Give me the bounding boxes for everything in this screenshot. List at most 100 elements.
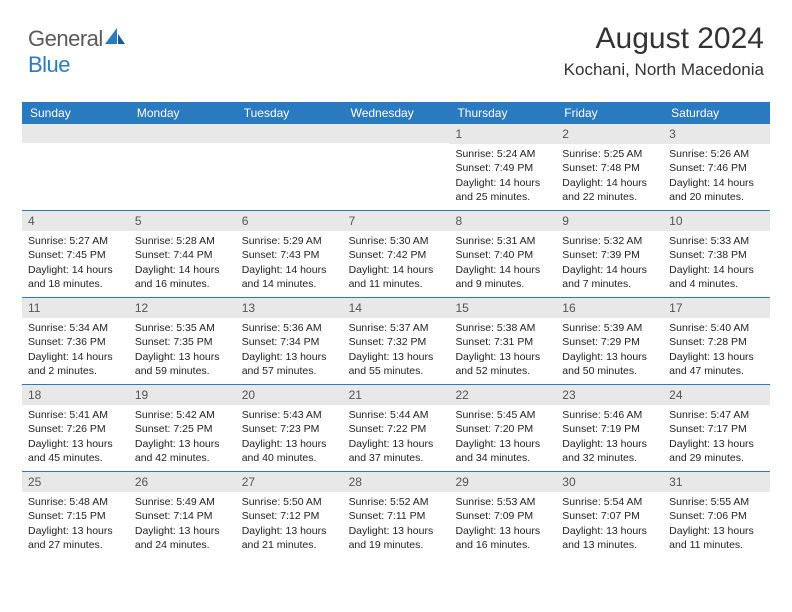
day-number: 18 bbox=[22, 385, 129, 405]
day-details: Sunrise: 5:38 AMSunset: 7:31 PMDaylight:… bbox=[449, 318, 556, 382]
day-details: Sunrise: 5:34 AMSunset: 7:36 PMDaylight:… bbox=[22, 318, 129, 382]
day-cell: 29Sunrise: 5:53 AMSunset: 7:09 PMDayligh… bbox=[449, 472, 556, 558]
day-cell: 1Sunrise: 5:24 AMSunset: 7:49 PMDaylight… bbox=[449, 124, 556, 210]
day-cell bbox=[343, 124, 450, 210]
day-details: Sunrise: 5:37 AMSunset: 7:32 PMDaylight:… bbox=[343, 318, 450, 382]
day-details: Sunrise: 5:48 AMSunset: 7:15 PMDaylight:… bbox=[22, 492, 129, 556]
day-details: Sunrise: 5:44 AMSunset: 7:22 PMDaylight:… bbox=[343, 405, 450, 469]
day-cell bbox=[236, 124, 343, 210]
page-header: August 2024 Kochani, North Macedonia bbox=[564, 22, 764, 80]
day-number: 9 bbox=[556, 211, 663, 231]
day-details: Sunrise: 5:54 AMSunset: 7:07 PMDaylight:… bbox=[556, 492, 663, 556]
week-row: 11Sunrise: 5:34 AMSunset: 7:36 PMDayligh… bbox=[22, 297, 770, 384]
day-cell: 21Sunrise: 5:44 AMSunset: 7:22 PMDayligh… bbox=[343, 385, 450, 471]
day-cell: 14Sunrise: 5:37 AMSunset: 7:32 PMDayligh… bbox=[343, 298, 450, 384]
day-details: Sunrise: 5:27 AMSunset: 7:45 PMDaylight:… bbox=[22, 231, 129, 295]
day-header: Sunday bbox=[22, 102, 129, 124]
weeks-container: 1Sunrise: 5:24 AMSunset: 7:49 PMDaylight… bbox=[22, 124, 770, 558]
brand-name-a: General bbox=[28, 26, 103, 51]
day-number: 23 bbox=[556, 385, 663, 405]
day-details: Sunrise: 5:42 AMSunset: 7:25 PMDaylight:… bbox=[129, 405, 236, 469]
day-number: 15 bbox=[449, 298, 556, 318]
day-details: Sunrise: 5:45 AMSunset: 7:20 PMDaylight:… bbox=[449, 405, 556, 469]
day-number: 3 bbox=[663, 124, 770, 144]
day-header: Wednesday bbox=[343, 102, 450, 124]
day-cell: 3Sunrise: 5:26 AMSunset: 7:46 PMDaylight… bbox=[663, 124, 770, 210]
day-number: 8 bbox=[449, 211, 556, 231]
day-number: 25 bbox=[22, 472, 129, 492]
day-details: Sunrise: 5:32 AMSunset: 7:39 PMDaylight:… bbox=[556, 231, 663, 295]
day-header: Monday bbox=[129, 102, 236, 124]
day-details: Sunrise: 5:30 AMSunset: 7:42 PMDaylight:… bbox=[343, 231, 450, 295]
day-cell: 23Sunrise: 5:46 AMSunset: 7:19 PMDayligh… bbox=[556, 385, 663, 471]
day-cell: 12Sunrise: 5:35 AMSunset: 7:35 PMDayligh… bbox=[129, 298, 236, 384]
day-cell: 16Sunrise: 5:39 AMSunset: 7:29 PMDayligh… bbox=[556, 298, 663, 384]
day-number: 2 bbox=[556, 124, 663, 144]
day-number: 24 bbox=[663, 385, 770, 405]
day-number: 16 bbox=[556, 298, 663, 318]
week-row: 18Sunrise: 5:41 AMSunset: 7:26 PMDayligh… bbox=[22, 384, 770, 471]
day-details: Sunrise: 5:33 AMSunset: 7:38 PMDaylight:… bbox=[663, 231, 770, 295]
day-cell: 7Sunrise: 5:30 AMSunset: 7:42 PMDaylight… bbox=[343, 211, 450, 297]
day-number bbox=[22, 124, 129, 143]
day-number: 13 bbox=[236, 298, 343, 318]
location-label: Kochani, North Macedonia bbox=[564, 60, 764, 80]
day-number: 12 bbox=[129, 298, 236, 318]
day-number: 7 bbox=[343, 211, 450, 231]
day-cell: 27Sunrise: 5:50 AMSunset: 7:12 PMDayligh… bbox=[236, 472, 343, 558]
day-cell: 2Sunrise: 5:25 AMSunset: 7:48 PMDaylight… bbox=[556, 124, 663, 210]
day-cell: 20Sunrise: 5:43 AMSunset: 7:23 PMDayligh… bbox=[236, 385, 343, 471]
day-cell: 22Sunrise: 5:45 AMSunset: 7:20 PMDayligh… bbox=[449, 385, 556, 471]
day-cell: 28Sunrise: 5:52 AMSunset: 7:11 PMDayligh… bbox=[343, 472, 450, 558]
day-number: 5 bbox=[129, 211, 236, 231]
day-details: Sunrise: 5:52 AMSunset: 7:11 PMDaylight:… bbox=[343, 492, 450, 556]
day-details: Sunrise: 5:25 AMSunset: 7:48 PMDaylight:… bbox=[556, 144, 663, 208]
day-number: 30 bbox=[556, 472, 663, 492]
day-cell: 13Sunrise: 5:36 AMSunset: 7:34 PMDayligh… bbox=[236, 298, 343, 384]
day-cell: 6Sunrise: 5:29 AMSunset: 7:43 PMDaylight… bbox=[236, 211, 343, 297]
day-number: 10 bbox=[663, 211, 770, 231]
day-number bbox=[343, 124, 450, 143]
day-details: Sunrise: 5:39 AMSunset: 7:29 PMDaylight:… bbox=[556, 318, 663, 382]
day-details: Sunrise: 5:28 AMSunset: 7:44 PMDaylight:… bbox=[129, 231, 236, 295]
day-header: Thursday bbox=[449, 102, 556, 124]
day-details: Sunrise: 5:46 AMSunset: 7:19 PMDaylight:… bbox=[556, 405, 663, 469]
day-details: Sunrise: 5:41 AMSunset: 7:26 PMDaylight:… bbox=[22, 405, 129, 469]
day-number: 17 bbox=[663, 298, 770, 318]
day-details: Sunrise: 5:36 AMSunset: 7:34 PMDaylight:… bbox=[236, 318, 343, 382]
brand-sail-icon bbox=[105, 26, 127, 52]
day-details: Sunrise: 5:47 AMSunset: 7:17 PMDaylight:… bbox=[663, 405, 770, 469]
day-cell: 30Sunrise: 5:54 AMSunset: 7:07 PMDayligh… bbox=[556, 472, 663, 558]
day-header-row: SundayMondayTuesdayWednesdayThursdayFrid… bbox=[22, 102, 770, 124]
day-details: Sunrise: 5:24 AMSunset: 7:49 PMDaylight:… bbox=[449, 144, 556, 208]
day-cell: 18Sunrise: 5:41 AMSunset: 7:26 PMDayligh… bbox=[22, 385, 129, 471]
day-number: 11 bbox=[22, 298, 129, 318]
day-cell: 4Sunrise: 5:27 AMSunset: 7:45 PMDaylight… bbox=[22, 211, 129, 297]
day-number: 26 bbox=[129, 472, 236, 492]
day-cell: 31Sunrise: 5:55 AMSunset: 7:06 PMDayligh… bbox=[663, 472, 770, 558]
day-number bbox=[236, 124, 343, 143]
day-number bbox=[129, 124, 236, 143]
day-cell: 26Sunrise: 5:49 AMSunset: 7:14 PMDayligh… bbox=[129, 472, 236, 558]
day-cell: 9Sunrise: 5:32 AMSunset: 7:39 PMDaylight… bbox=[556, 211, 663, 297]
day-details: Sunrise: 5:35 AMSunset: 7:35 PMDaylight:… bbox=[129, 318, 236, 382]
day-cell bbox=[22, 124, 129, 210]
day-details: Sunrise: 5:55 AMSunset: 7:06 PMDaylight:… bbox=[663, 492, 770, 556]
day-cell: 25Sunrise: 5:48 AMSunset: 7:15 PMDayligh… bbox=[22, 472, 129, 558]
day-number: 14 bbox=[343, 298, 450, 318]
day-header: Friday bbox=[556, 102, 663, 124]
day-number: 1 bbox=[449, 124, 556, 144]
day-number: 20 bbox=[236, 385, 343, 405]
day-details: Sunrise: 5:26 AMSunset: 7:46 PMDaylight:… bbox=[663, 144, 770, 208]
day-details: Sunrise: 5:50 AMSunset: 7:12 PMDaylight:… bbox=[236, 492, 343, 556]
brand-name-b: Blue bbox=[28, 52, 70, 77]
day-number: 22 bbox=[449, 385, 556, 405]
week-row: 25Sunrise: 5:48 AMSunset: 7:15 PMDayligh… bbox=[22, 471, 770, 558]
day-cell: 10Sunrise: 5:33 AMSunset: 7:38 PMDayligh… bbox=[663, 211, 770, 297]
day-cell: 5Sunrise: 5:28 AMSunset: 7:44 PMDaylight… bbox=[129, 211, 236, 297]
day-cell: 24Sunrise: 5:47 AMSunset: 7:17 PMDayligh… bbox=[663, 385, 770, 471]
week-row: 1Sunrise: 5:24 AMSunset: 7:49 PMDaylight… bbox=[22, 124, 770, 210]
month-title: August 2024 bbox=[564, 22, 764, 56]
day-cell: 11Sunrise: 5:34 AMSunset: 7:36 PMDayligh… bbox=[22, 298, 129, 384]
day-number: 19 bbox=[129, 385, 236, 405]
